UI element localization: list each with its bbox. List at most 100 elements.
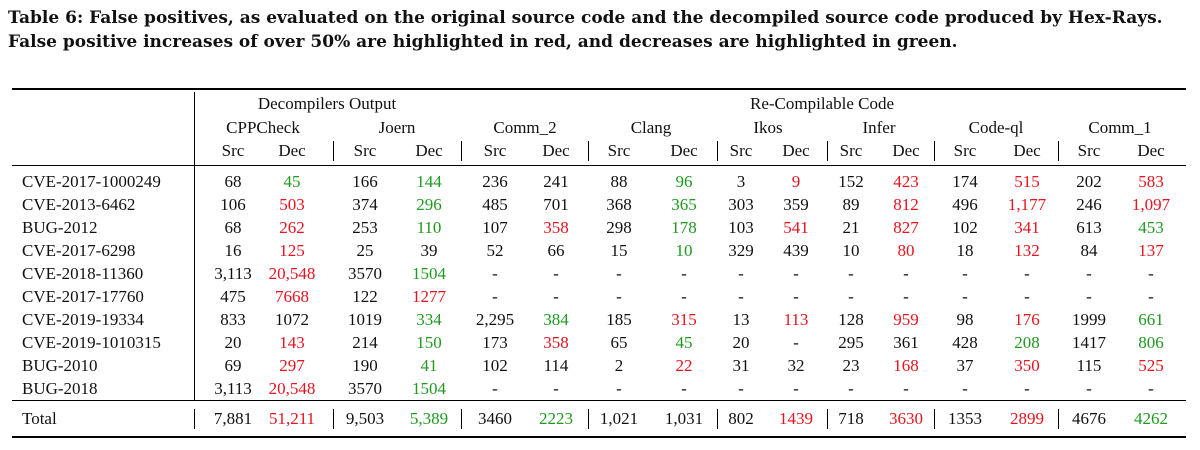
- table-row-cell: -: [962, 264, 968, 283]
- column-separator: [827, 409, 828, 429]
- table-row-cell: 132: [1014, 241, 1040, 260]
- table-row-cell: 315: [671, 310, 697, 329]
- table-row-cell: 176: [1014, 310, 1040, 329]
- table-row-cell: 84: [1080, 241, 1098, 260]
- column-separator: [333, 409, 334, 429]
- table-row-cell: 541: [783, 218, 809, 237]
- table-row-cell: 23: [842, 356, 860, 375]
- table-row-cell: 166: [352, 172, 378, 191]
- total-row-label: Total: [22, 409, 57, 428]
- table-row-cell: -: [492, 287, 498, 306]
- table-row-cell: -: [793, 333, 799, 352]
- table-row-cell: -: [848, 287, 854, 306]
- group-header: Decompilers Output: [257, 94, 397, 113]
- group-header: Re-Compilable Code: [749, 94, 895, 113]
- table-row-cell: 13: [732, 310, 750, 329]
- table-row-cell: 262: [279, 218, 305, 237]
- table-row-cell: -: [1024, 287, 1030, 306]
- column-separator: [194, 166, 195, 400]
- table-row-cell: 959: [893, 310, 919, 329]
- table-row-label: CVE-2018-11360: [22, 264, 144, 283]
- tool-header: Clang: [630, 118, 672, 137]
- table-row-cell: 10: [842, 241, 860, 260]
- table-row-cell: 98: [956, 310, 974, 329]
- table-row-cell: -: [616, 264, 622, 283]
- tool-header: Joern: [378, 118, 416, 137]
- table-row-cell: 128: [838, 310, 864, 329]
- total-row-cell: 9,503: [345, 409, 385, 428]
- table-row-cell: 68: [224, 172, 242, 191]
- table-row-cell: 122: [352, 287, 378, 306]
- table-row-cell: 485: [482, 195, 508, 214]
- table-row-cell: 374: [352, 195, 378, 214]
- top-rule: [12, 88, 1186, 90]
- table-row-cell: 812: [893, 195, 919, 214]
- table-row-cell: 1277: [412, 287, 446, 306]
- table-row-cell: -: [1148, 264, 1154, 283]
- column-separator: [1058, 141, 1059, 161]
- sub-header: Src: [607, 141, 631, 160]
- table-row-cell: -: [793, 287, 799, 306]
- table-row-cell: 475: [220, 287, 246, 306]
- table-row-cell: 246: [1076, 195, 1102, 214]
- table-row-cell: 368: [606, 195, 632, 214]
- table-row-cell: 3,113: [214, 379, 252, 398]
- table-row-cell: -: [1086, 287, 1092, 306]
- column-separator: [934, 409, 935, 429]
- table-row-cell: 3570: [348, 264, 382, 283]
- table-row-cell: 37: [956, 356, 974, 375]
- sub-header: Dec: [782, 141, 810, 160]
- table-row-cell: 525: [1138, 356, 1164, 375]
- table-row-cell: 25: [356, 241, 374, 260]
- table-row-cell: 174: [952, 172, 978, 191]
- table-row-cell: -: [903, 264, 909, 283]
- table-row-cell: 185: [606, 310, 632, 329]
- tool-header: CPPCheck: [226, 118, 300, 137]
- table-row-cell: 32: [787, 356, 805, 375]
- table-row-cell: 150: [416, 333, 442, 352]
- total-row-cell: 1,021: [599, 409, 639, 428]
- table-row-cell: 496: [952, 195, 978, 214]
- table-row-cell: -: [1086, 379, 1092, 398]
- column-separator: [588, 409, 589, 429]
- sub-header: Dec: [1137, 141, 1165, 160]
- table-row-cell: -: [793, 264, 799, 283]
- table-row-cell: 110: [416, 218, 442, 237]
- table-row-cell: 66: [547, 241, 565, 260]
- table-row-cell: 20,548: [268, 379, 316, 398]
- table-row-cell: -: [681, 287, 687, 306]
- table-row-cell: 297: [279, 356, 305, 375]
- table-row-cell: 68: [224, 218, 242, 237]
- sub-header: Src: [483, 141, 507, 160]
- table-row-cell: -: [848, 379, 854, 398]
- table-row-cell: 208: [1014, 333, 1040, 352]
- table-row-cell: -: [903, 287, 909, 306]
- column-separator: [333, 141, 334, 161]
- table-row-cell: 241: [543, 172, 569, 191]
- table-row-cell: 1,097: [1131, 195, 1171, 214]
- table-row-label: BUG-2010: [22, 356, 98, 375]
- table-row-cell: 80: [897, 241, 915, 260]
- table-row-cell: -: [616, 379, 622, 398]
- column-separator: [194, 409, 195, 429]
- table-row-cell: -: [1024, 264, 1030, 283]
- table-row-cell: 214: [352, 333, 378, 352]
- table-row-label: BUG-2012: [22, 218, 98, 237]
- table-row-cell: 3,113: [214, 264, 252, 283]
- table-row-cell: 89: [842, 195, 860, 214]
- table-row-cell: 102: [952, 218, 978, 237]
- table-row-cell: 113: [783, 310, 809, 329]
- table-row-cell: 296: [416, 195, 442, 214]
- total-row-cell: 3630: [889, 409, 923, 428]
- table-row-cell: 96: [675, 172, 693, 191]
- table-row-cell: 1072: [275, 310, 309, 329]
- sub-header: Src: [221, 141, 245, 160]
- table-row-cell: 22: [675, 356, 693, 375]
- table-row-cell: -: [848, 264, 854, 283]
- total-row-cell: 51,211: [268, 409, 316, 428]
- table-row-cell: 69: [224, 356, 242, 375]
- tool-header: Comm_2: [493, 118, 557, 137]
- total-rule: [12, 400, 1186, 401]
- table-row-cell: 16: [224, 241, 242, 260]
- table-row-cell: 106: [220, 195, 246, 214]
